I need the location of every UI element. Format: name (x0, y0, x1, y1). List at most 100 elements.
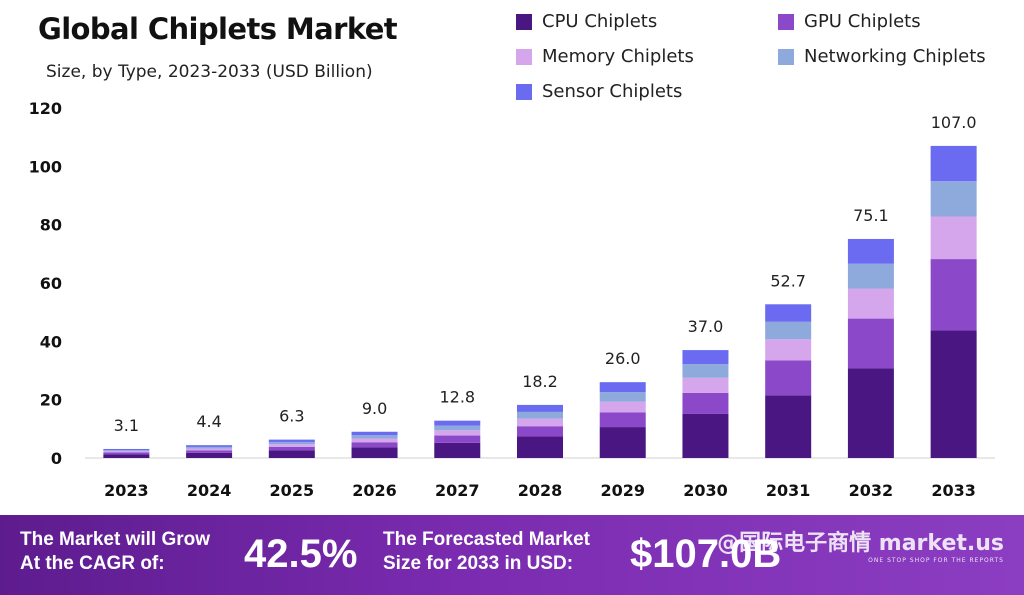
x-tick-label: 2028 (518, 481, 563, 500)
forecast-caption: The Forecasted Market Size for 2033 in U… (383, 529, 590, 574)
x-tick-label: 2033 (931, 481, 976, 500)
legend-item-memory: Memory Chiplets (516, 46, 694, 67)
legend-swatch-sensor (516, 83, 532, 100)
bar-segment-memory-chiplets (599, 401, 646, 413)
x-tick-label: 2024 (187, 481, 232, 500)
bar-segment-memory-chiplets (268, 444, 315, 447)
data-label-total: 26.0 (605, 349, 641, 368)
x-tick-label: 2031 (766, 481, 811, 500)
bar-segment-cpu-chiplets (599, 427, 646, 458)
y-tick-label: 0 (51, 449, 62, 468)
data-label-total: 18.2 (522, 372, 558, 391)
bar-segment-cpu-chiplets (930, 330, 977, 458)
x-tick-label: 2025 (270, 481, 315, 500)
bar-segment-sensor-chiplets (765, 304, 812, 322)
bar-segment-sensor-chiplets (434, 420, 481, 426)
legend-label-gpu: GPU Chiplets (804, 11, 921, 32)
y-tick-label: 40 (40, 332, 62, 351)
bar-segment-sensor-chiplets (268, 439, 315, 442)
bar-segment-cpu-chiplets (434, 442, 481, 458)
legend-item-networking: Networking Chiplets (778, 46, 986, 67)
bar-segment-sensor-chiplets (351, 431, 398, 436)
bar-segment-networking-chiplets (517, 411, 563, 419)
watermark-text: @国际电子商情 market.us (717, 531, 1004, 556)
bar-segment-cpu-chiplets (765, 395, 812, 458)
legend-swatch-gpu (778, 13, 794, 30)
bar-segment-sensor-chiplets (186, 445, 233, 447)
bar-segment-sensor-chiplets (847, 238, 894, 264)
bar-segment-gpu-chiplets (930, 259, 977, 331)
bar-segment-networking-chiplets (847, 263, 894, 289)
legend-item-cpu: CPU Chiplets (516, 11, 657, 32)
data-label-total: 37.0 (688, 317, 724, 336)
bar-segment-cpu-chiplets (186, 452, 233, 458)
bar-segment-cpu-chiplets (682, 413, 729, 458)
x-tick-label: 2023 (104, 481, 149, 500)
bar-segment-networking-chiplets (351, 435, 398, 439)
bar-segment-sensor-chiplets (599, 382, 646, 393)
bar-segment-cpu-chiplets (103, 454, 150, 458)
data-label-total: 107.0 (931, 113, 977, 132)
bar-segment-sensor-chiplets (103, 448, 150, 451)
bar-segment-networking-chiplets (682, 364, 729, 378)
bar-segment-gpu-chiplets (517, 426, 563, 437)
bar-segment-gpu-chiplets (434, 435, 481, 443)
bar-segment-gpu-chiplets (682, 392, 729, 414)
bar-segment-sensor-chiplets (930, 145, 977, 182)
bar-segment-networking-chiplets (434, 425, 481, 431)
bar-segment-memory-chiplets (682, 377, 729, 393)
bar-segment-gpu-chiplets (351, 442, 398, 448)
forecast-value: $107.0B (630, 532, 782, 576)
bar-segment-memory-chiplets (434, 430, 481, 436)
bar-segment-cpu-chiplets (268, 450, 315, 458)
legend-item-gpu: GPU Chiplets (778, 11, 921, 32)
bar-segment-gpu-chiplets (765, 360, 812, 396)
data-label-total: 4.4 (196, 412, 221, 431)
bar-segment-networking-chiplets (599, 392, 646, 402)
footer-banner: The Market will Grow At the CAGR of: 42.… (0, 515, 1024, 595)
bar-segment-memory-chiplets (765, 339, 812, 361)
legend-label-networking: Networking Chiplets (804, 46, 986, 67)
bar-segment-memory-chiplets (351, 438, 398, 443)
legend-swatch-networking (778, 48, 794, 65)
legend-swatch-memory (516, 48, 532, 65)
bar-segment-cpu-chiplets (517, 436, 563, 458)
bar-segment-memory-chiplets (103, 451, 150, 453)
legend-label-sensor: Sensor Chiplets (542, 81, 683, 102)
stacked-bar-chart: 0 20 40 60 80 100 120 3.1 2023 4.4 2024 6.3 2025 9.0 2… (29, 99, 995, 500)
data-label-total: 75.1 (853, 206, 889, 225)
data-label-total: 9.0 (362, 399, 387, 418)
y-tick-label: 20 (40, 391, 62, 410)
chart-subtitle: Size, by Type, 2023-2033 (USD Billion) (46, 62, 373, 82)
bar-segment-networking-chiplets (186, 446, 233, 449)
bar-segment-networking-chiplets (930, 181, 977, 217)
bar-segment-cpu-chiplets (351, 447, 398, 458)
data-label-total: 3.1 (114, 416, 139, 435)
data-label-total: 6.3 (279, 407, 304, 426)
y-tick-label: 60 (40, 274, 62, 293)
bar-segment-gpu-chiplets (103, 452, 150, 455)
bar-segment-gpu-chiplets (847, 318, 894, 369)
y-tick-label: 120 (29, 99, 62, 118)
bar-segment-gpu-chiplets (186, 450, 233, 453)
bar-segment-memory-chiplets (517, 418, 563, 427)
y-tick-label: 100 (29, 157, 62, 176)
legend-item-sensor: Sensor Chiplets (516, 81, 682, 102)
legend-swatch-cpu (516, 13, 532, 30)
chart-title: Global Chiplets Market (38, 12, 398, 46)
bar-segment-gpu-chiplets (268, 446, 315, 451)
x-tick-label: 2027 (435, 481, 480, 500)
legend-label-memory: Memory Chiplets (542, 46, 694, 67)
data-label-total: 52.7 (770, 271, 806, 290)
bar-segment-networking-chiplets (268, 441, 315, 445)
legend-label-cpu: CPU Chiplets (542, 11, 658, 32)
cagr-value: 42.5% (244, 532, 358, 576)
x-tick-label: 2029 (600, 481, 645, 500)
y-tick-label: 80 (40, 216, 62, 235)
bar-segment-memory-chiplets (186, 448, 233, 451)
cagr-caption: The Market will Grow At the CAGR of: (20, 529, 211, 574)
x-tick-label: 2032 (849, 481, 894, 500)
data-label-total: 12.8 (439, 388, 475, 407)
x-tick-label: 2026 (352, 481, 397, 500)
bar-segment-memory-chiplets (847, 288, 894, 319)
